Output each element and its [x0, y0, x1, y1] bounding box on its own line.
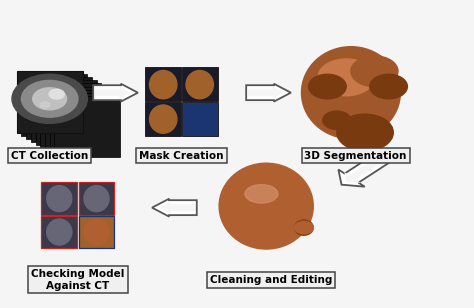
- Polygon shape: [248, 87, 283, 99]
- FancyBboxPatch shape: [79, 182, 114, 215]
- FancyBboxPatch shape: [182, 67, 218, 101]
- FancyBboxPatch shape: [55, 96, 120, 157]
- Polygon shape: [246, 84, 291, 102]
- FancyBboxPatch shape: [36, 83, 101, 145]
- Circle shape: [337, 114, 393, 151]
- FancyBboxPatch shape: [41, 216, 77, 248]
- Ellipse shape: [149, 105, 177, 133]
- Ellipse shape: [245, 185, 278, 203]
- Polygon shape: [95, 87, 129, 99]
- Circle shape: [33, 88, 67, 110]
- FancyBboxPatch shape: [26, 77, 92, 139]
- Text: Checking Model
Against CT: Checking Model Against CT: [31, 269, 125, 290]
- FancyBboxPatch shape: [50, 93, 116, 154]
- Circle shape: [318, 59, 374, 96]
- Ellipse shape: [47, 186, 72, 212]
- Polygon shape: [338, 149, 395, 187]
- Ellipse shape: [294, 220, 313, 235]
- Polygon shape: [161, 202, 195, 214]
- Text: Mask Creation: Mask Creation: [139, 151, 224, 160]
- Ellipse shape: [84, 219, 109, 245]
- Circle shape: [370, 74, 408, 99]
- FancyBboxPatch shape: [79, 216, 114, 248]
- FancyBboxPatch shape: [41, 182, 77, 215]
- Polygon shape: [152, 199, 197, 217]
- Ellipse shape: [186, 71, 213, 99]
- Ellipse shape: [47, 219, 72, 245]
- FancyBboxPatch shape: [182, 102, 218, 136]
- Ellipse shape: [301, 47, 401, 139]
- Circle shape: [21, 80, 78, 117]
- FancyBboxPatch shape: [45, 90, 111, 151]
- Circle shape: [351, 56, 398, 87]
- Circle shape: [309, 74, 346, 99]
- FancyBboxPatch shape: [31, 80, 97, 142]
- Ellipse shape: [84, 186, 109, 212]
- Text: 3D Segmentation: 3D Segmentation: [304, 151, 407, 160]
- Text: Cleaning and Editing: Cleaning and Editing: [210, 275, 332, 285]
- Circle shape: [294, 221, 313, 234]
- Circle shape: [12, 74, 87, 123]
- Ellipse shape: [219, 163, 313, 249]
- FancyBboxPatch shape: [145, 67, 181, 101]
- Text: CT Collection: CT Collection: [11, 151, 88, 160]
- Polygon shape: [93, 84, 138, 102]
- Ellipse shape: [149, 71, 177, 99]
- Circle shape: [49, 89, 64, 99]
- FancyBboxPatch shape: [145, 102, 181, 136]
- FancyBboxPatch shape: [21, 74, 87, 136]
- FancyBboxPatch shape: [40, 87, 106, 148]
- FancyBboxPatch shape: [17, 71, 82, 132]
- Polygon shape: [345, 152, 391, 183]
- Circle shape: [40, 102, 50, 108]
- Circle shape: [323, 111, 351, 129]
